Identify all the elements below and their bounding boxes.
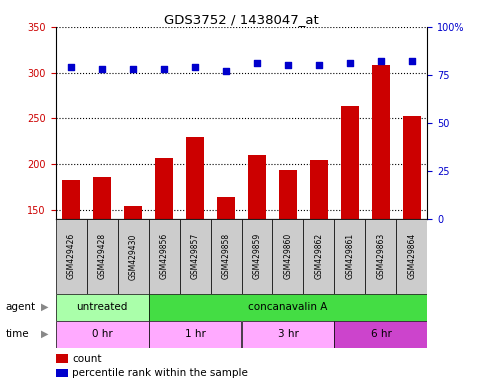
Bar — [397, 219, 427, 294]
Point — [253, 60, 261, 66]
Text: GSM429858: GSM429858 — [222, 233, 230, 280]
Bar — [155, 157, 173, 347]
Bar — [248, 155, 266, 347]
Text: GSM429862: GSM429862 — [314, 233, 324, 280]
Bar — [180, 219, 211, 294]
Text: percentile rank within the sample: percentile rank within the sample — [72, 368, 248, 378]
Bar — [366, 219, 397, 294]
Bar — [242, 321, 334, 348]
Text: agent: agent — [6, 302, 36, 312]
Text: concanavalin A: concanavalin A — [248, 302, 327, 312]
Point — [191, 64, 199, 70]
Point — [315, 62, 323, 68]
Text: ▶: ▶ — [41, 329, 49, 339]
Point — [346, 60, 354, 66]
Text: 1 hr: 1 hr — [185, 329, 205, 339]
Point — [222, 68, 230, 74]
Text: GSM429860: GSM429860 — [284, 233, 293, 280]
Text: 3 hr: 3 hr — [278, 329, 298, 339]
Bar — [303, 219, 334, 294]
Text: GSM429428: GSM429428 — [98, 233, 107, 280]
Bar — [242, 219, 272, 294]
Bar — [334, 219, 366, 294]
Text: 6 hr: 6 hr — [370, 329, 391, 339]
Bar — [279, 170, 297, 347]
Point — [408, 58, 416, 65]
Bar — [341, 106, 359, 347]
Bar — [272, 219, 303, 294]
Point — [129, 66, 137, 72]
Bar — [403, 116, 421, 347]
Bar — [86, 219, 117, 294]
Point — [284, 62, 292, 68]
Text: GSM429861: GSM429861 — [345, 233, 355, 280]
Point — [160, 66, 168, 72]
Bar — [56, 294, 149, 321]
Bar — [211, 219, 242, 294]
Bar — [334, 321, 427, 348]
Point — [98, 66, 106, 72]
Bar — [149, 219, 180, 294]
Bar — [56, 321, 149, 348]
Text: GSM429863: GSM429863 — [376, 233, 385, 280]
Bar — [310, 161, 328, 347]
Text: time: time — [6, 329, 29, 339]
Bar — [124, 206, 142, 347]
Bar — [186, 137, 204, 347]
Bar — [62, 180, 80, 347]
Text: untreated: untreated — [76, 302, 128, 312]
Bar — [217, 197, 235, 347]
Point — [67, 64, 75, 70]
Bar — [56, 219, 86, 294]
Point — [377, 58, 385, 65]
Text: count: count — [72, 354, 102, 364]
Text: 0 hr: 0 hr — [92, 329, 113, 339]
Bar — [117, 219, 149, 294]
Bar — [372, 65, 390, 347]
Text: GSM429430: GSM429430 — [128, 233, 138, 280]
Text: GSM429426: GSM429426 — [67, 233, 75, 280]
Text: GDS3752 / 1438047_at: GDS3752 / 1438047_at — [164, 13, 319, 26]
Bar — [149, 294, 427, 321]
Text: GSM429864: GSM429864 — [408, 233, 416, 280]
Bar — [149, 321, 242, 348]
Text: GSM429859: GSM429859 — [253, 233, 261, 280]
Text: ▶: ▶ — [41, 302, 49, 312]
Text: GSM429856: GSM429856 — [159, 233, 169, 280]
Text: GSM429857: GSM429857 — [190, 233, 199, 280]
Bar — [93, 177, 112, 347]
